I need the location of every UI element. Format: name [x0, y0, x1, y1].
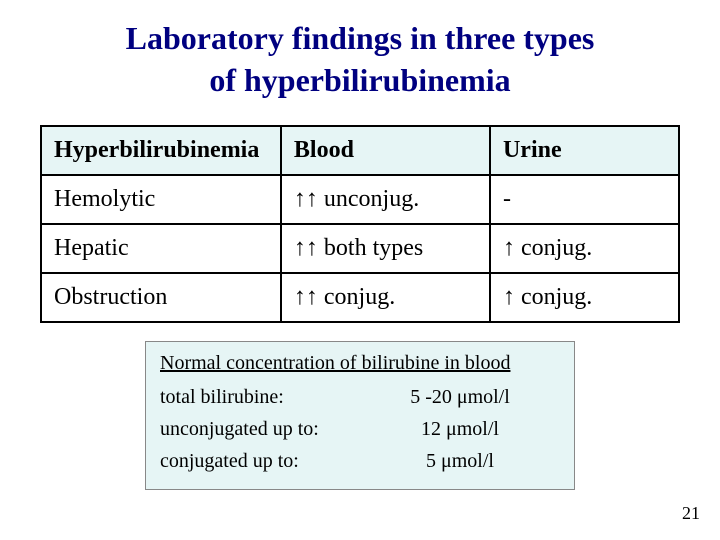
normal-value: 5 -20 μmol/l [360, 381, 560, 413]
table-row: Hemolytic ↑↑ unconjug. - [41, 175, 679, 224]
normal-label: conjugated up to: [160, 445, 360, 477]
table-row: Obstruction ↑↑ conjug. ↑ conjug. [41, 273, 679, 322]
normal-row: conjugated up to: 5 μmol/l [160, 445, 560, 477]
cell-blood: ↑↑ conjug. [281, 273, 490, 322]
cell-type: Obstruction [41, 273, 281, 322]
table-header-row: Hyperbilirubinemia Blood Urine [41, 126, 679, 175]
cell-urine: ↑ conjug. [490, 224, 679, 273]
normal-value: 5 μmol/l [360, 445, 560, 477]
col-header-blood: Blood [281, 126, 490, 175]
cell-blood: ↑↑ both types [281, 224, 490, 273]
normal-value: 12 μmol/l [360, 413, 560, 445]
cell-type: Hepatic [41, 224, 281, 273]
normal-label: total bilirubine: [160, 381, 360, 413]
normal-box-title: Normal concentration of bilirubine in bl… [160, 352, 560, 375]
normal-label: unconjugated up to: [160, 413, 360, 445]
cell-blood: ↑↑ unconjug. [281, 175, 490, 224]
normal-row: unconjugated up to: 12 μmol/l [160, 413, 560, 445]
col-header-type: Hyperbilirubinemia [41, 126, 281, 175]
cell-urine: ↑ conjug. [490, 273, 679, 322]
page-number: 21 [682, 503, 700, 524]
col-header-urine: Urine [490, 126, 679, 175]
normal-concentration-box: Normal concentration of bilirubine in bl… [145, 341, 575, 490]
normal-row: total bilirubine: 5 -20 μmol/l [160, 381, 560, 413]
slide-title: Laboratory findings in three types of hy… [0, 0, 720, 115]
cell-urine: - [490, 175, 679, 224]
table-row: Hepatic ↑↑ both types ↑ conjug. [41, 224, 679, 273]
findings-table: Hyperbilirubinemia Blood Urine Hemolytic… [40, 125, 680, 323]
title-line-1: Laboratory findings in three types [126, 20, 595, 56]
cell-type: Hemolytic [41, 175, 281, 224]
title-line-2: of hyperbilirubinemia [209, 62, 510, 98]
